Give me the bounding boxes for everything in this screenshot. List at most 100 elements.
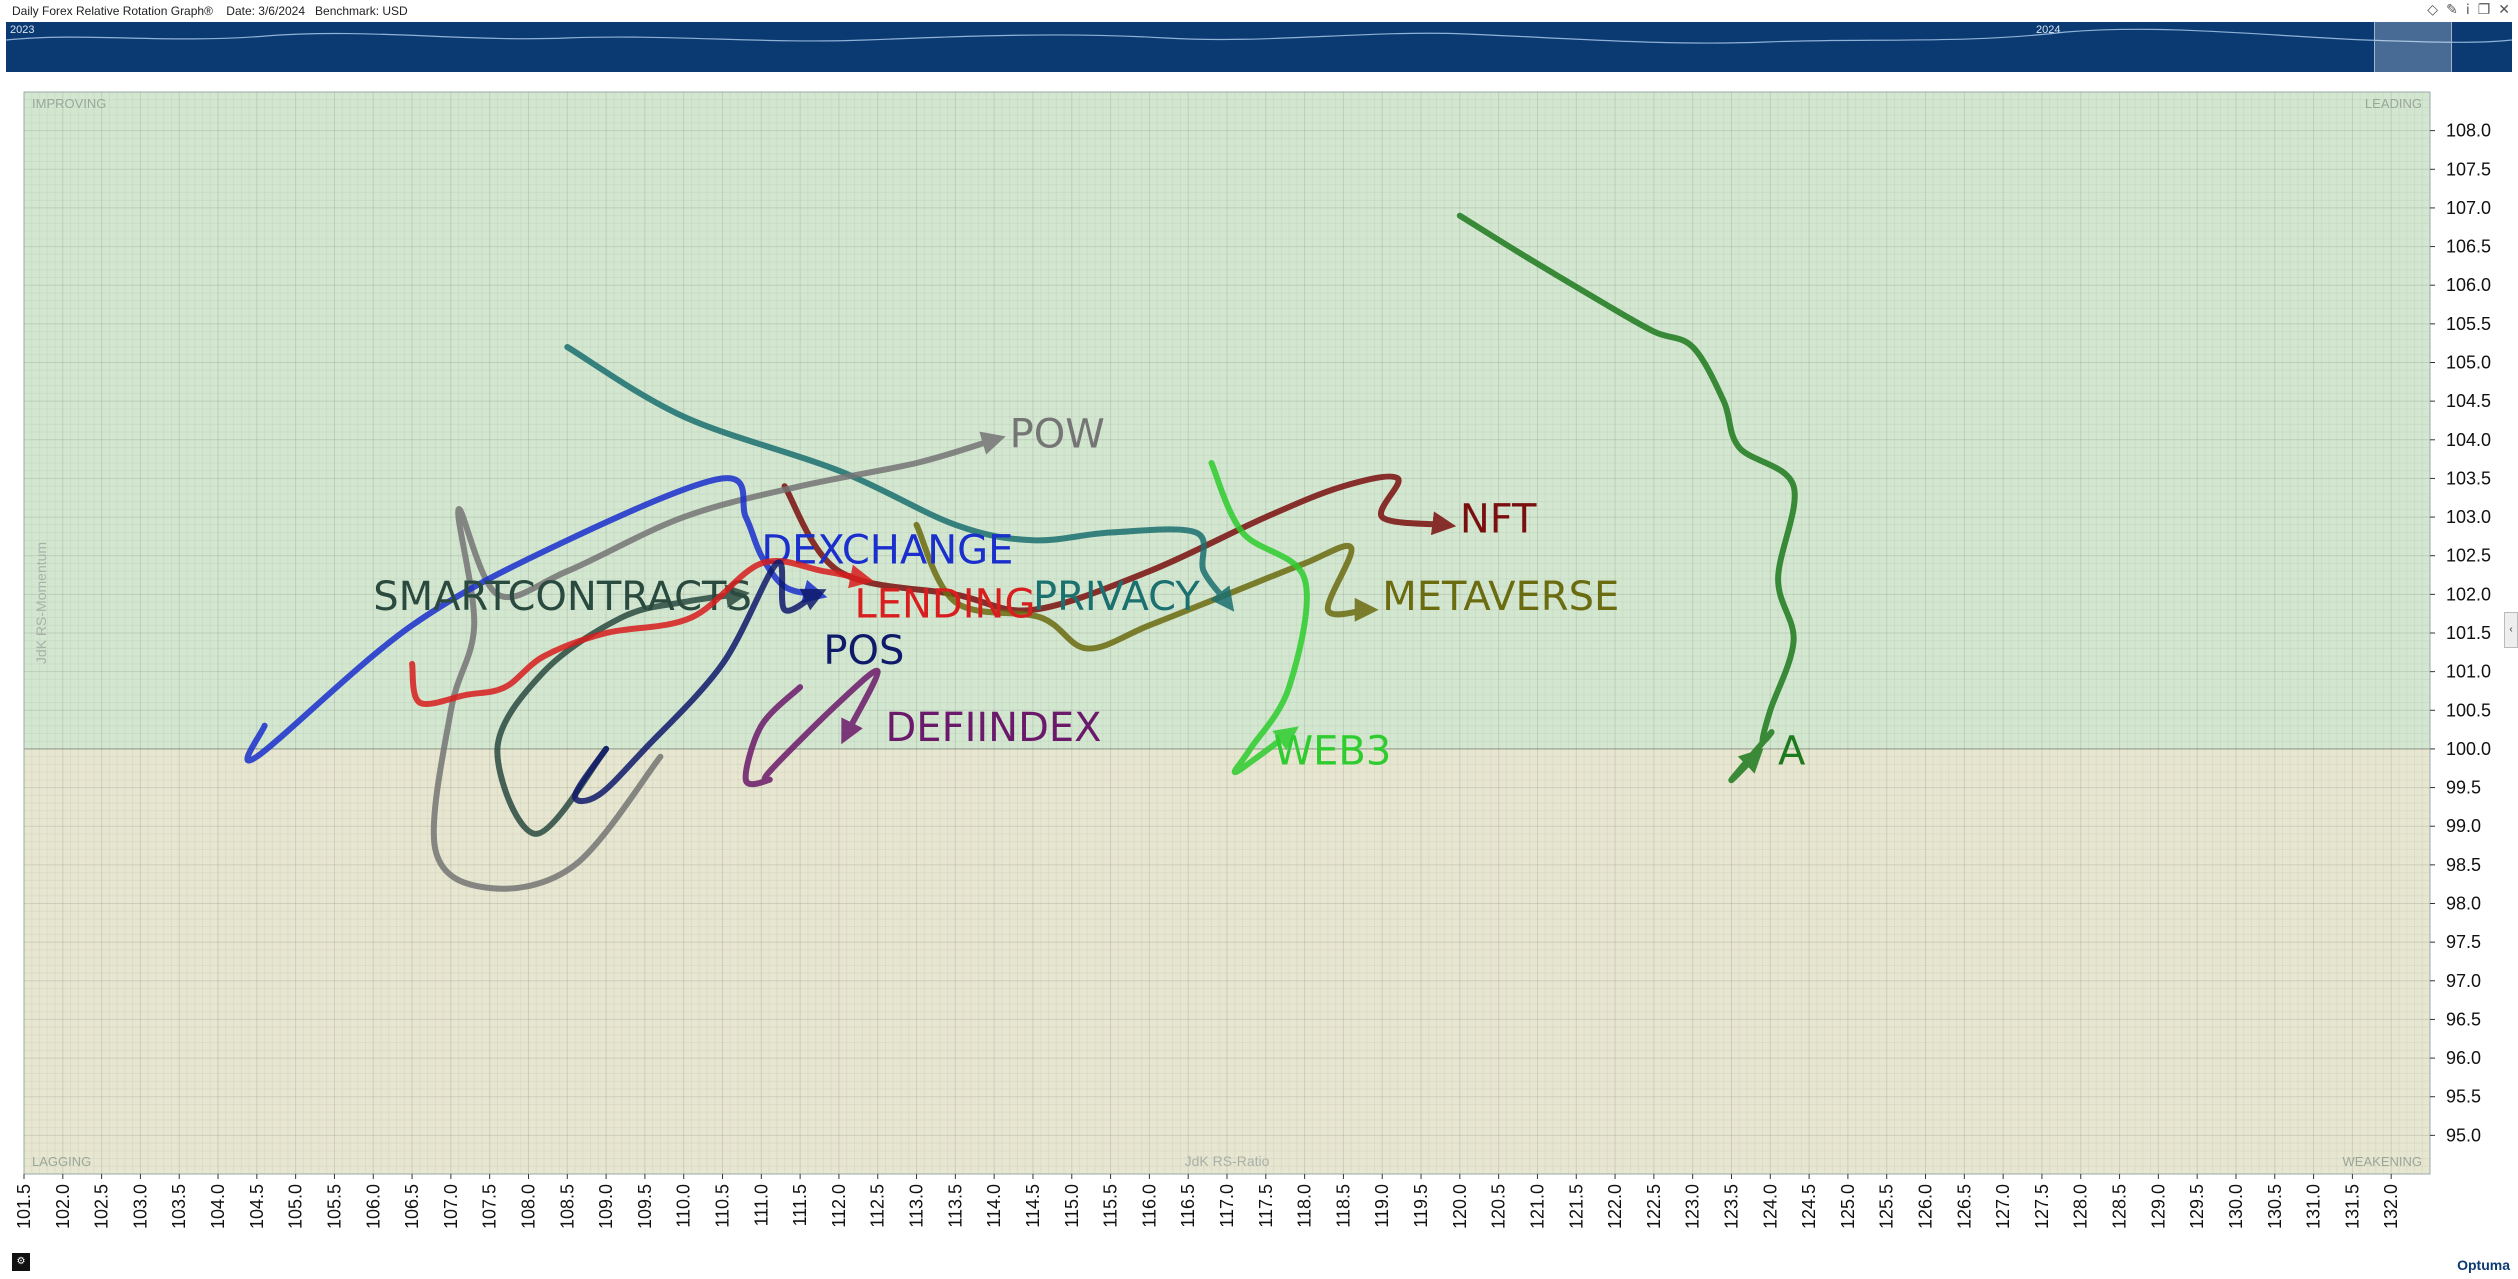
x-axis-title: JdK RS-Ratio: [1185, 1153, 1270, 1169]
x-tick-label: 119.5: [1411, 1184, 1431, 1228]
title-bar: Daily Forex Relative Rotation Graph® Dat…: [0, 0, 2518, 22]
tail-pow[interactable]: [430, 431, 1006, 892]
label-a: A: [1778, 728, 1806, 774]
close-icon[interactable]: ✕: [2498, 1, 2510, 17]
x-tick-label: 104.0: [208, 1184, 228, 1229]
series-pow[interactable]: POW: [430, 412, 1105, 892]
settings-icon[interactable]: ⚙: [12, 1253, 30, 1271]
x-tick-label: 129.5: [2187, 1184, 2207, 1229]
navigator-line: [6, 28, 2512, 44]
tail-privacy[interactable]: [564, 344, 1235, 612]
x-tick-label: 114.5: [1023, 1184, 1043, 1228]
y-tick-label: 95.0: [2446, 1125, 2481, 1145]
x-tick-label: 110.5: [713, 1184, 733, 1228]
nav-year-2023: 2023: [10, 24, 35, 36]
date-navigator[interactable]: 2023 2024: [6, 22, 2512, 72]
tail-web3[interactable]: [1208, 460, 1310, 776]
restore-icon[interactable]: ❐: [2477, 1, 2491, 17]
x-tick-label: 101.5: [14, 1184, 34, 1229]
x-tick-label: 123.5: [1721, 1184, 1741, 1229]
quadrant-label-leading: LEADING: [2365, 96, 2422, 111]
x-tick-label: 106.0: [363, 1184, 383, 1229]
y-tick-label: 103.5: [2446, 468, 2491, 488]
x-tick-label: 118.5: [1333, 1184, 1353, 1228]
y-tick-label: 99.0: [2446, 816, 2481, 836]
y-tick-label: 105.5: [2446, 314, 2491, 334]
y-tick-label: 105.0: [2446, 353, 2491, 373]
tail-dexchange[interactable]: [244, 475, 828, 764]
label-defiindex: DEFIINDEX: [886, 705, 1102, 751]
x-tick-label: 117.0: [1217, 1184, 1237, 1228]
series-privacy[interactable]: PRIVACY: [564, 344, 1235, 620]
x-tick-label: 125.5: [1877, 1184, 1897, 1229]
x-tick-label: 118.0: [1295, 1184, 1315, 1228]
label-nft: NFT: [1460, 497, 1537, 543]
label-privacy: PRIVACY: [1033, 574, 1200, 620]
label-lending: LENDING: [854, 582, 1035, 628]
series-web3[interactable]: WEB3: [1208, 460, 1392, 776]
x-tick-label: 117.5: [1256, 1184, 1276, 1228]
y-tick-label: 108.0: [2446, 121, 2491, 141]
tail-lending[interactable]: [409, 557, 874, 707]
x-tick-label: 124.0: [1760, 1184, 1780, 1229]
series-lending[interactable]: LENDING: [409, 557, 1035, 707]
rrg-chart[interactable]: IMPROVING LEADING LAGGING WEAKENING JdK RS-R…: [0, 72, 2518, 1279]
x-tick-label: 127.5: [2032, 1184, 2052, 1229]
quadrant-label-lagging: LAGGING: [32, 1154, 91, 1169]
x-tick-label: 109.5: [635, 1184, 655, 1229]
date-label: Date: 3/6/2024: [226, 4, 306, 18]
x-tick-label: 131.0: [2304, 1184, 2324, 1229]
panel-collapse-button[interactable]: ‹: [2504, 612, 2518, 648]
label-metaverse: METAVERSE: [1382, 574, 1619, 620]
y-tick-label: 102.5: [2446, 546, 2491, 566]
x-tick-label: 130.5: [2265, 1184, 2285, 1229]
series-defiindex[interactable]: DEFIINDEX: [742, 667, 1102, 788]
x-tick-label: 102.0: [53, 1184, 73, 1229]
pin-icon[interactable]: ✎: [2446, 1, 2458, 17]
x-tick-label: 123.0: [1683, 1184, 1703, 1229]
x-tick-label: 125.0: [1838, 1184, 1858, 1229]
y-tick-label: 98.5: [2446, 855, 2481, 875]
x-tick-label: 106.5: [402, 1184, 422, 1229]
benchmark-label: Benchmark: USD: [315, 4, 408, 18]
x-tick-label: 108.0: [518, 1184, 538, 1229]
series-pos[interactable]: POS: [572, 559, 904, 805]
tail-a[interactable]: [1456, 212, 1798, 784]
y-tick-label: 96.5: [2446, 1009, 2481, 1029]
y-tick-label: 101.5: [2446, 623, 2491, 643]
x-tick-label: 126.0: [1916, 1184, 1936, 1229]
series-nft[interactable]: NFT: [781, 473, 1537, 614]
tail-metaverse[interactable]: [913, 521, 1379, 652]
y-tick-label: 104.5: [2446, 391, 2491, 411]
tail-smartcontracts[interactable]: [494, 584, 750, 837]
tail-nft[interactable]: [781, 473, 1457, 614]
tail-defiindex[interactable]: [742, 667, 881, 788]
nav-year-2024: 2024: [2036, 24, 2061, 36]
quadrant-label-weakening: WEAKENING: [2343, 1154, 2422, 1169]
diamond-icon[interactable]: ◇: [2427, 1, 2439, 17]
x-tick-label: 108.5: [557, 1184, 577, 1229]
navigator-selection-handle[interactable]: [2374, 22, 2452, 72]
series-smartcontracts[interactable]: SMARTCONTRACTS: [373, 574, 752, 837]
y-tick-label: 104.0: [2446, 430, 2491, 450]
x-tick-label: 129.0: [2148, 1184, 2168, 1229]
x-tick-label: 105.5: [324, 1184, 344, 1229]
x-tick-label: 120.0: [1450, 1184, 1470, 1229]
y-axis-title: JdK RS-Momentum: [33, 542, 49, 664]
x-tick-label: 111.5: [790, 1184, 810, 1226]
x-tick-label: 107.0: [441, 1184, 461, 1229]
x-tick-label: 121.0: [1527, 1184, 1547, 1229]
x-tick-label: 115.5: [1101, 1184, 1121, 1228]
series-a[interactable]: A: [1456, 212, 1806, 784]
x-tick-label: 126.5: [1954, 1184, 1974, 1229]
y-tick-label: 107.5: [2446, 159, 2491, 179]
tail-pos[interactable]: [572, 559, 827, 805]
optuma-logo: Optuma: [2457, 1257, 2510, 1273]
x-tick-label: 122.0: [1605, 1184, 1625, 1229]
x-tick-label: 124.5: [1799, 1184, 1819, 1229]
y-tick-label: 100.5: [2446, 700, 2491, 720]
x-tick-label: 122.5: [1644, 1184, 1664, 1229]
info-icon[interactable]: ⅰ: [2465, 1, 2470, 17]
series-metaverse[interactable]: METAVERSE: [913, 521, 1620, 652]
quadrant-lower: [24, 748, 2430, 1174]
